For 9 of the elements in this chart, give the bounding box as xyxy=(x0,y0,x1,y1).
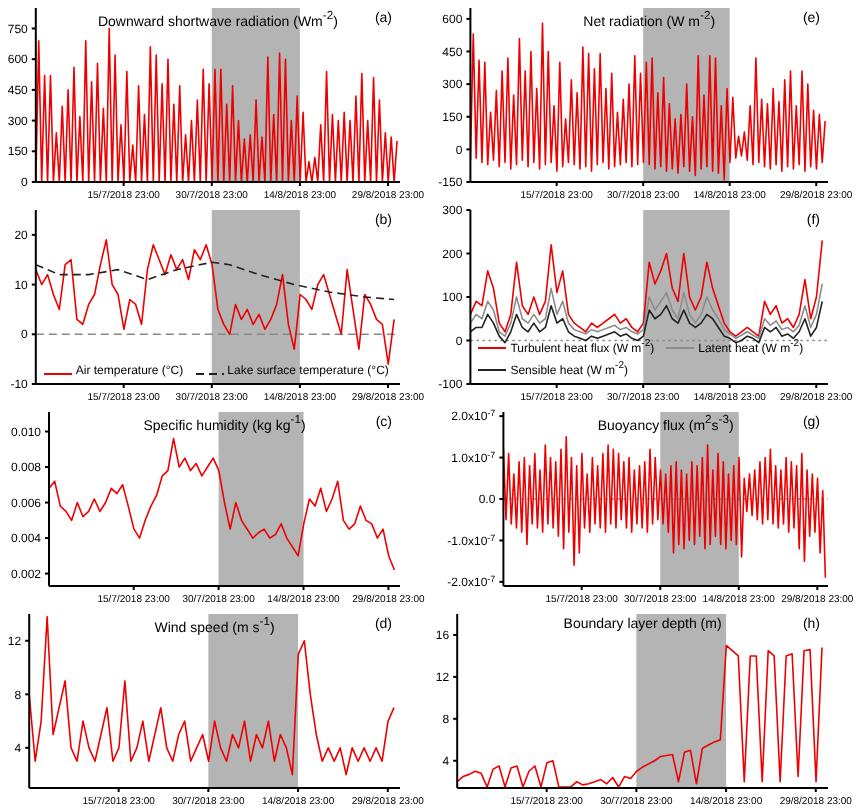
line-series xyxy=(35,239,395,365)
line-series xyxy=(29,615,395,776)
line-series xyxy=(35,261,395,301)
line-series xyxy=(470,239,824,337)
line-series xyxy=(470,300,824,344)
line-series xyxy=(457,644,823,788)
line-series xyxy=(49,437,396,571)
line-series xyxy=(503,436,827,579)
line-series xyxy=(470,283,824,340)
